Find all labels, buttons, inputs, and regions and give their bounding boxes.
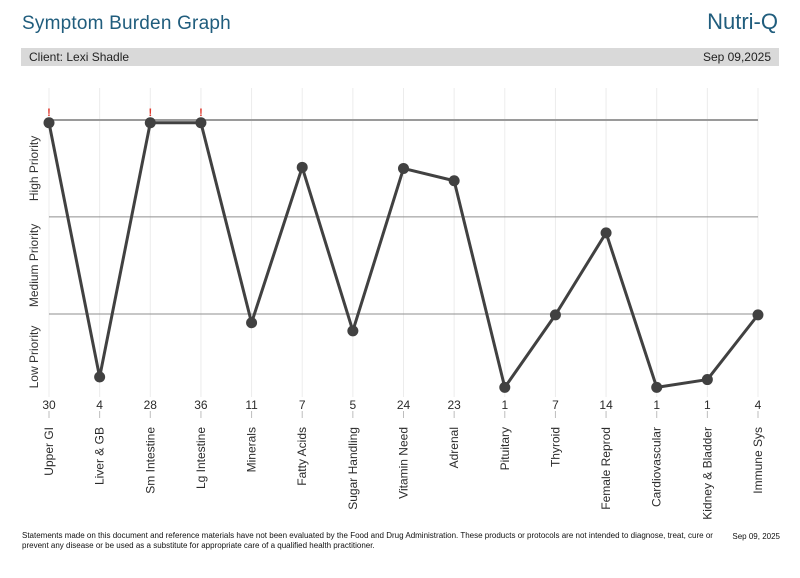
data-point <box>701 374 713 386</box>
alert-icon: ! <box>148 107 152 119</box>
value-label: 7 <box>299 398 306 412</box>
disclaimer-text: Statements made on this document and ref… <box>22 531 713 551</box>
value-label: 1 <box>653 398 660 412</box>
category-label: Adrenal <box>447 427 461 468</box>
data-point <box>448 175 460 187</box>
value-label: 23 <box>447 398 461 412</box>
data-point <box>347 325 359 337</box>
data-point <box>94 371 106 383</box>
category-label: Fatty Acids <box>295 427 309 486</box>
value-label: 24 <box>397 398 411 412</box>
zone-label-low: Low Priority <box>27 326 41 389</box>
value-label: 7 <box>552 398 559 412</box>
value-label: 36 <box>194 398 208 412</box>
data-point <box>600 227 612 239</box>
data-point <box>195 117 207 129</box>
footer: Statements made on this document and ref… <box>22 531 780 552</box>
data-point <box>499 381 511 393</box>
data-point <box>246 317 258 329</box>
category-label: Cardiovascular <box>650 427 664 507</box>
chart-canvas: High Priority Medium Priority Low Priority… <box>27 88 765 520</box>
category-label: Pituitary <box>498 427 512 470</box>
zone-label-medium: Medium Priority <box>27 224 41 307</box>
client-name: Client: Lexi Shadle <box>29 50 130 64</box>
category-label: Sm Intestine <box>143 427 157 494</box>
category-label: Sugar Handling <box>346 427 360 510</box>
footer-date: Sep 09, 2025 <box>732 532 780 541</box>
value-label: 11 <box>245 398 258 412</box>
category-label: Immune Sys <box>751 427 765 494</box>
data-point <box>651 381 663 393</box>
value-label: 28 <box>144 398 158 412</box>
data-point <box>549 309 561 321</box>
category-label: Thyroid <box>548 427 562 467</box>
value-label: 5 <box>350 398 357 412</box>
category-label: Female Reprod <box>599 427 613 510</box>
category-label: Upper GI <box>42 427 56 476</box>
symptom-burden-chart: High Priority Medium Priority Low Priority… <box>0 86 800 526</box>
data-point <box>752 309 764 321</box>
value-label: 4 <box>755 398 762 412</box>
category-label: Minerals <box>245 427 259 472</box>
alert-icon: ! <box>47 107 51 119</box>
data-point <box>43 117 55 129</box>
category-label: Liver & GB <box>93 427 107 485</box>
report-date: Sep 09,2025 <box>702 50 771 64</box>
zone-label-high: High Priority <box>27 136 41 201</box>
data-point <box>144 117 156 129</box>
alert-icon: ! <box>199 107 203 119</box>
category-label: Vitamin Need <box>397 427 411 499</box>
brand-logo: Nutri-Q <box>707 9 778 34</box>
value-label: 30 <box>42 398 56 412</box>
page-title: Symptom Burden Graph <box>22 13 231 34</box>
category-label: Lg Intestine <box>194 427 208 489</box>
category-label: Kidney & Bladder <box>700 427 714 520</box>
value-label: 4 <box>96 398 103 412</box>
value-label: 14 <box>599 398 613 412</box>
data-point <box>398 162 410 174</box>
value-label: 1 <box>501 398 508 412</box>
data-point <box>296 161 308 173</box>
client-bar: Client: Lexi Shadle Sep 09,2025 <box>21 48 779 66</box>
value-label: 1 <box>704 398 711 412</box>
